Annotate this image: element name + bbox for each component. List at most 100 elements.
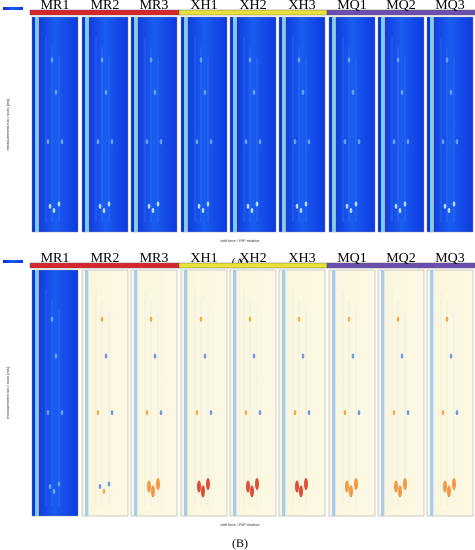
spot: [153, 353, 157, 359]
spot: [209, 139, 213, 145]
spot: [293, 139, 297, 145]
spot: [46, 139, 50, 145]
y-axis-title: measurement run / scan [ms]: [5, 99, 10, 151]
spot: [250, 208, 254, 213]
spot: [151, 485, 155, 498]
spectrum-panel: [81, 269, 129, 517]
spot: [151, 208, 155, 213]
group-bar: [326, 262, 475, 269]
spot: [252, 89, 256, 95]
column-label: MR2: [91, 0, 120, 13]
rip-line: [384, 270, 385, 516]
spot: [447, 485, 451, 498]
spot: [347, 316, 351, 322]
rip-line: [236, 270, 237, 516]
column-label: MQ1: [337, 251, 367, 266]
spectrum-panel: [377, 269, 425, 517]
spot: [441, 139, 445, 145]
spot: [307, 410, 311, 416]
rip-line: [85, 17, 88, 232]
spot: [394, 203, 398, 209]
rip-line: [184, 17, 187, 232]
spot: [54, 353, 58, 359]
spot: [357, 139, 361, 145]
spot: [203, 89, 207, 95]
rip-line: [134, 17, 137, 232]
spectrum-panel: [130, 16, 178, 233]
column-label: MQ3: [435, 0, 465, 13]
rip-line: [38, 270, 39, 516]
spot: [443, 480, 447, 493]
spot: [295, 480, 299, 493]
spot: [354, 478, 358, 491]
spot: [301, 353, 305, 359]
rip-line: [137, 17, 138, 232]
spot: [345, 480, 349, 493]
panel-label: (B): [232, 536, 248, 550]
spot: [452, 201, 456, 207]
spectrum-panel: [278, 269, 326, 517]
spot: [297, 316, 301, 322]
column-label: MR3: [140, 251, 169, 266]
spectrum-panel: [328, 16, 376, 233]
rip-line: [282, 270, 285, 516]
color-key: [3, 260, 23, 263]
spot: [195, 410, 199, 416]
rip-line: [384, 17, 385, 232]
spectrum-panel: [426, 16, 474, 233]
spot: [98, 203, 102, 209]
spot: [149, 316, 153, 322]
spot: [199, 316, 203, 322]
spot: [307, 139, 311, 145]
spot: [392, 139, 396, 145]
spot: [343, 410, 347, 416]
rip-line: [88, 17, 89, 232]
rip-line: [430, 17, 433, 232]
spot: [349, 208, 353, 213]
spectrum-panel: [31, 269, 79, 517]
rip-line: [35, 270, 38, 516]
rip-line: [285, 270, 286, 516]
spot: [52, 208, 56, 213]
spot: [396, 57, 400, 63]
spot: [304, 478, 308, 491]
spot: [209, 410, 213, 416]
column-label: XH1: [190, 251, 217, 266]
spot: [50, 57, 54, 63]
spot: [400, 353, 404, 359]
spot: [206, 478, 210, 491]
spot: [102, 208, 106, 213]
spectrum-panel: [377, 16, 425, 233]
spot: [159, 410, 163, 416]
spot: [392, 410, 396, 416]
rip-line: [332, 270, 335, 516]
spot: [255, 478, 259, 491]
spectrum-panel: [180, 16, 228, 233]
spot: [445, 57, 449, 63]
spot: [145, 410, 149, 416]
color-key: [3, 7, 23, 10]
spot: [104, 89, 108, 95]
spot: [441, 410, 445, 416]
rip-line: [430, 270, 433, 516]
spot: [449, 353, 453, 359]
rip-line: [381, 17, 384, 232]
spot: [400, 89, 404, 95]
spot: [98, 483, 102, 489]
spot: [147, 480, 151, 493]
spot: [50, 316, 54, 322]
spot: [96, 139, 100, 145]
spot: [455, 410, 459, 416]
spot: [452, 478, 456, 491]
spot: [345, 203, 349, 209]
y-axis-title: measurement run / scan [ms]: [5, 367, 10, 419]
spot: [149, 57, 153, 63]
rip-line: [137, 270, 138, 516]
spot: [299, 208, 303, 213]
rip-line: [282, 17, 285, 232]
spot: [203, 353, 207, 359]
spot: [351, 89, 355, 95]
spot: [107, 201, 111, 207]
group-bar: [326, 9, 475, 16]
